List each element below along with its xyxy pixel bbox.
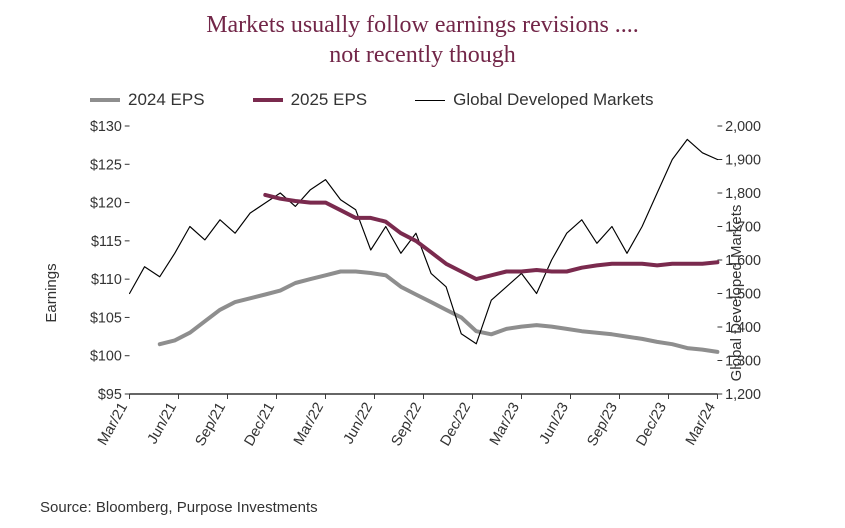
svg-text:Dec/23: Dec/23	[634, 400, 670, 449]
legend-swatch-2024eps	[90, 98, 120, 102]
svg-text:$115: $115	[91, 234, 122, 250]
svg-text:Jun/22: Jun/22	[341, 400, 376, 447]
y-left-axis-label: Earnings	[43, 263, 60, 322]
chart-svg: $95$100$105$110$115$120$125$1301,2001,30…	[74, 118, 773, 468]
svg-text:$125: $125	[90, 157, 122, 173]
svg-text:Jun/21: Jun/21	[145, 400, 180, 447]
svg-text:Mar/21: Mar/21	[95, 400, 131, 449]
title-line1: Markets usually follow earnings revision…	[206, 12, 639, 38]
page: Markets usually follow earnings revision…	[0, 0, 845, 528]
svg-text:1,600: 1,600	[725, 253, 761, 269]
svg-text:$105: $105	[90, 310, 122, 326]
svg-text:Mar/24: Mar/24	[683, 400, 719, 449]
legend-item-2024eps: 2024 EPS	[90, 90, 205, 110]
svg-text:1,700: 1,700	[725, 219, 761, 235]
svg-text:Sep/22: Sep/22	[389, 400, 425, 449]
svg-text:Sep/21: Sep/21	[193, 400, 229, 449]
legend-item-2025eps: 2025 EPS	[253, 90, 368, 110]
svg-text:Mar/22: Mar/22	[291, 400, 327, 449]
chart-area: Earnings Global Developed Markets $95$10…	[16, 118, 829, 468]
chart-title: Markets usually follow earnings revision…	[0, 10, 845, 70]
legend-label-2025eps: 2025 EPS	[291, 90, 368, 110]
legend-item-gdm: Global Developed Markets	[415, 90, 653, 110]
svg-text:$110: $110	[91, 272, 122, 288]
svg-text:1,800: 1,800	[725, 186, 761, 202]
svg-text:Dec/21: Dec/21	[242, 400, 278, 449]
svg-text:$100: $100	[90, 348, 122, 364]
svg-text:1,900: 1,900	[725, 152, 761, 168]
svg-text:Sep/23: Sep/23	[585, 400, 621, 449]
svg-text:1,200: 1,200	[725, 387, 761, 403]
legend: 2024 EPS 2025 EPS Global Developed Marke…	[90, 90, 785, 110]
title-line2: not recently though	[329, 42, 516, 68]
legend-swatch-gdm	[415, 100, 445, 101]
legend-swatch-2025eps	[253, 98, 283, 102]
svg-text:Dec/22: Dec/22	[438, 400, 474, 449]
svg-text:$130: $130	[90, 119, 122, 135]
svg-text:Jun/23: Jun/23	[537, 400, 572, 447]
svg-text:2,000: 2,000	[725, 119, 761, 135]
svg-text:1,300: 1,300	[725, 353, 761, 369]
legend-label-2024eps: 2024 EPS	[128, 90, 205, 110]
svg-text:$120: $120	[90, 195, 122, 211]
svg-text:Mar/23: Mar/23	[487, 400, 523, 449]
legend-label-gdm: Global Developed Markets	[453, 90, 653, 110]
source-attribution: Source: Bloomberg, Purpose Investments	[40, 499, 318, 516]
svg-text:1,500: 1,500	[725, 286, 761, 302]
svg-text:1,400: 1,400	[725, 320, 761, 336]
